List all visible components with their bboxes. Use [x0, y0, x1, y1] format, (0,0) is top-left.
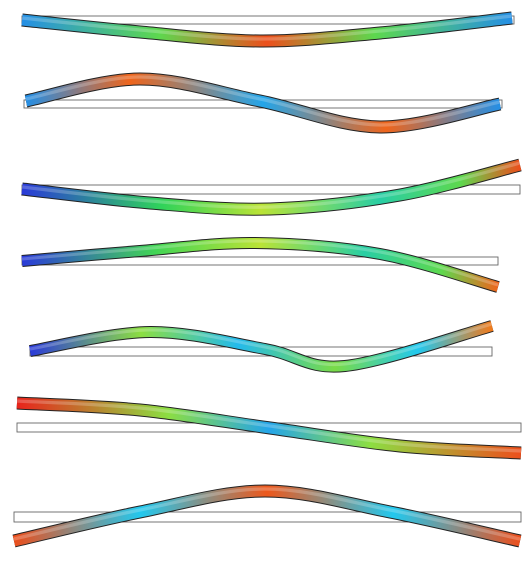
deformed-beam-contour-3: [21, 159, 522, 215]
deformed-beam-layer: [12, 11, 522, 548]
deformed-beam-1: [21, 11, 513, 48]
deformed-beam-2: [24, 72, 502, 134]
deformed-beam-contour-2: [24, 73, 502, 133]
deformed-beam-highlight-7: [13, 487, 521, 541]
deformed-beam-6: [16, 396, 522, 460]
undeformed-beam-7: [13, 511, 522, 523]
deformed-beam-5: [29, 320, 494, 373]
deformed-beam-highlight-1: [21, 14, 513, 41]
deformed-beam-7: [12, 484, 522, 548]
deformed-beam-highlight-3: [21, 161, 521, 209]
deformed-beam-4: [21, 236, 500, 293]
deformed-beam-contour-4: [21, 237, 500, 292]
deformed-beam-highlight-5: [29, 322, 493, 367]
deformed-beam-highlight-6: [16, 399, 522, 453]
deformed-beam-highlight-2: [25, 75, 501, 127]
deformed-beam-contour-5: [29, 321, 494, 372]
deformed-beam-highlight-4: [21, 239, 499, 287]
deformed-beam-3: [21, 158, 522, 216]
deformed-beam-contour-6: [16, 397, 522, 459]
deformed-beam-contour-1: [21, 12, 513, 47]
deformed-beam-contour-7: [12, 485, 522, 547]
